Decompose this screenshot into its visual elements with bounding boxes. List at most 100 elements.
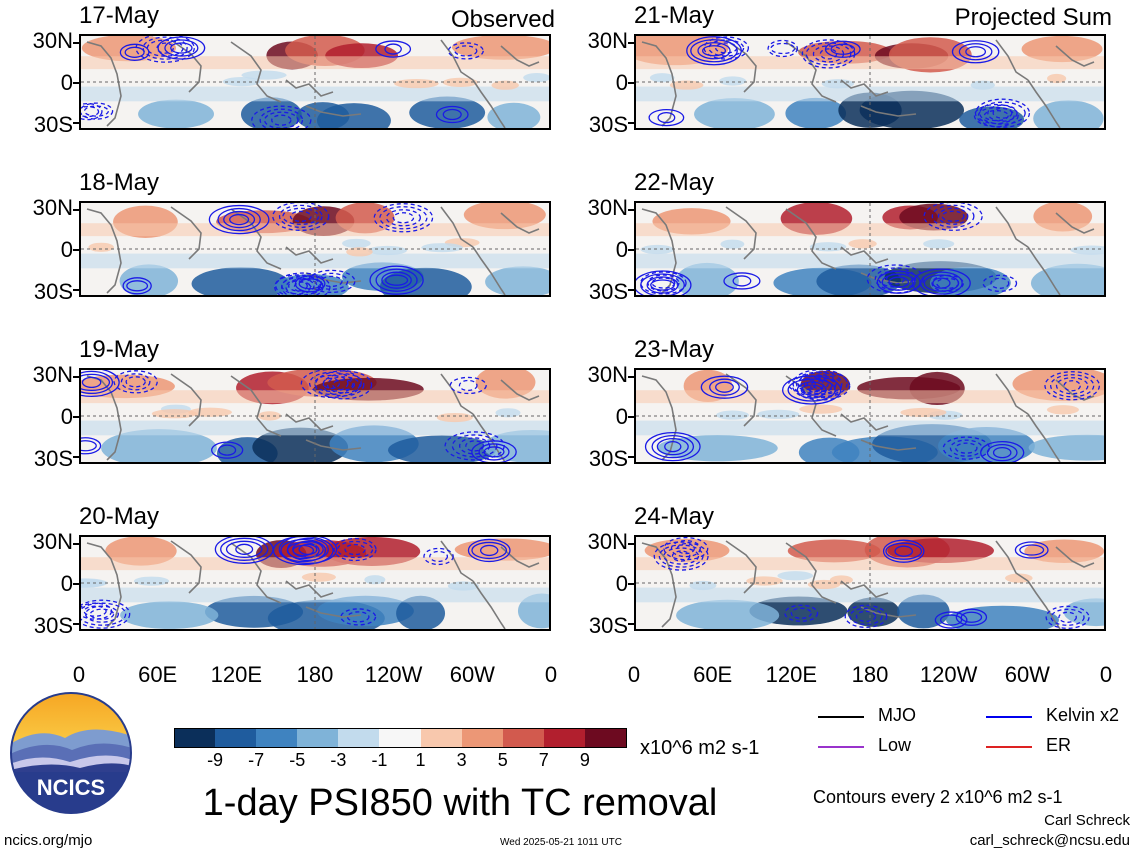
y-tick-mark — [73, 416, 79, 418]
legend-line — [986, 716, 1032, 718]
kelvin-contour — [939, 614, 963, 626]
kelvin-contour — [81, 376, 102, 389]
colorbar-swatch — [461, 728, 504, 748]
weak-anomaly-patch — [719, 76, 747, 86]
weak-anomaly-patch — [829, 575, 853, 585]
kelvin-contour — [664, 441, 682, 453]
y-tick-mark — [628, 375, 634, 378]
y-tick-mark — [628, 583, 634, 585]
kelvin-contour — [973, 103, 1019, 128]
kelvin-contour — [951, 40, 1000, 64]
colorbar-label: 3 — [456, 750, 467, 770]
y-tick-label: 30S — [33, 279, 73, 304]
colorbar-swatch — [502, 728, 545, 748]
kelvin-contour — [686, 36, 742, 66]
kelvin-contour — [801, 39, 856, 69]
y-tick-mark — [73, 249, 79, 251]
kelvin-contour — [278, 537, 338, 565]
colorbar-label: 5 — [497, 750, 508, 770]
kelvin-contour — [375, 40, 412, 58]
y-tick-label: 0 — [615, 571, 628, 596]
legend-label: MJO — [878, 705, 916, 725]
author: Carl Schreck — [1044, 812, 1130, 829]
y-tick-mark — [73, 82, 79, 84]
coastline — [840, 79, 889, 97]
kelvin-contour — [135, 36, 195, 63]
kelvin-contour — [782, 375, 842, 405]
kelvin-contour — [702, 45, 727, 57]
negative-anomaly-band — [636, 86, 1104, 102]
y-tick-label: 30N — [587, 195, 628, 220]
kelvin-contour — [156, 42, 174, 54]
kelvin-contour — [974, 98, 1031, 128]
coastline — [995, 373, 1029, 415]
kelvin-contour — [478, 443, 510, 461]
weak-anomaly-patch — [364, 575, 386, 585]
negative-anomaly-region — [120, 601, 219, 629]
coastline — [440, 39, 474, 81]
coastline — [472, 79, 506, 128]
kelvin-contour — [960, 611, 983, 623]
y-tick-mark — [628, 41, 634, 44]
coastline — [641, 41, 677, 127]
negative-anomaly-region — [396, 595, 446, 629]
kelvin-contour — [480, 544, 499, 557]
map-panel — [79, 201, 551, 297]
ncics-logo: NCICS — [10, 692, 132, 814]
kelvin-contour — [844, 604, 888, 629]
legend-label: Kelvin x2 — [1046, 705, 1120, 725]
chart-title: 1-day PSI850 with TC removal — [202, 782, 718, 824]
y-tick-mark — [73, 456, 79, 459]
kelvin-contour — [885, 542, 923, 560]
kelvin-contour — [292, 544, 315, 557]
kelvin-contour — [442, 108, 462, 121]
kelvin-contour — [81, 102, 114, 120]
positive-anomaly-region — [787, 539, 881, 563]
kelvin-contour — [1050, 374, 1095, 398]
kelvin-contour — [1058, 611, 1077, 623]
kelvin-contour — [81, 602, 127, 626]
kelvin-contour — [125, 376, 146, 388]
coastline — [170, 540, 202, 594]
kelvin-contour — [81, 373, 111, 392]
map-panel — [79, 535, 551, 631]
map-panel — [79, 34, 551, 130]
x-tick-label: 120W — [919, 662, 978, 687]
kelvin-contour — [263, 111, 299, 128]
coastline — [285, 413, 334, 431]
y-tick-label: 30N — [32, 362, 73, 387]
coastline — [1027, 79, 1061, 128]
negative-anomaly-region — [119, 264, 179, 295]
kelvin-contour — [471, 541, 508, 560]
coastline — [472, 580, 506, 629]
kelvin-contour — [1014, 541, 1049, 559]
author-email[interactable]: carl_schreck@ncsu.edu — [969, 832, 1130, 849]
negative-anomaly-region — [240, 97, 302, 128]
coastline — [1027, 246, 1061, 295]
kelvin-contour — [648, 108, 685, 127]
negative-anomaly-region — [379, 267, 472, 295]
y-tick-label: 30N — [32, 529, 73, 554]
colorbar-units: x10^6 m2 s-1 — [640, 737, 760, 759]
kelvin-contour — [346, 611, 370, 623]
kelvin-contour — [81, 440, 97, 452]
kelvin-contour — [223, 210, 256, 229]
y-tick-label: 30S — [588, 112, 628, 137]
panel-date: 23-May — [634, 336, 715, 363]
coastline — [641, 208, 677, 294]
site-url[interactable]: ncics.org/mjo — [4, 832, 93, 849]
negative-anomaly-band — [636, 587, 1104, 603]
coastline — [86, 208, 122, 294]
y-tick-label: 30N — [32, 28, 73, 53]
colorbar-swatch — [584, 728, 628, 748]
kelvin-contour — [987, 104, 1018, 122]
coastline — [995, 206, 1029, 248]
kelvin-contour — [979, 101, 1026, 125]
y-tick-label: 0 — [60, 237, 73, 262]
coastline — [1027, 580, 1061, 629]
kelvin-contour — [126, 280, 149, 292]
coastline — [440, 206, 474, 248]
negative-anomaly-region — [946, 605, 1059, 629]
kelvin-contour — [941, 210, 965, 222]
y-tick-label: 30N — [32, 195, 73, 220]
